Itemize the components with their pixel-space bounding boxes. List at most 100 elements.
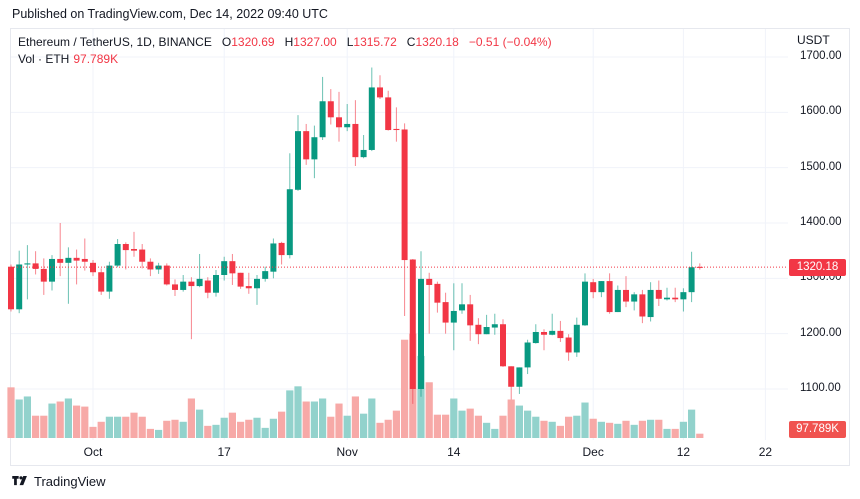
volume-bar [171,419,179,438]
volume-bar [294,386,302,438]
volume-bar [130,412,138,438]
candle-body [229,261,236,274]
volume-bar [335,403,343,438]
volume-bar [32,415,40,438]
candle-body [172,284,178,290]
volume-bar [491,428,499,438]
volume-bar [40,415,48,438]
price-tick-label: 1100.00 [800,381,841,394]
candle [516,367,523,394]
candle-body [262,271,269,279]
candle [532,324,539,344]
candle [65,247,72,304]
price-tick-label: 1700.00 [800,50,842,62]
candle [229,253,236,285]
candle [303,123,310,165]
volume-legend: Vol · ETH 97.789K [18,52,118,66]
candle-body [483,327,490,335]
volume-bar [228,412,236,438]
volume-bar [474,415,482,438]
candle-body [352,123,359,158]
candle-body [500,324,506,367]
volume-bar [433,414,441,438]
open-label: O [221,35,232,49]
time-tick-label: Oct [83,445,103,459]
candle [598,281,605,298]
candle-body [647,289,654,318]
volume-bar [622,420,630,438]
volume-value: 97.789K [73,52,119,66]
candle [623,276,629,308]
volume-bar [138,416,146,438]
published-caption: Published on TradingView.com, Dec 14, 20… [12,7,328,21]
candle [90,260,96,277]
candle [385,90,392,131]
candle [590,278,597,299]
candle [73,249,80,285]
volume-bar [458,410,466,438]
candle-body [278,242,285,256]
volume-bar [351,396,359,438]
volume-bar [73,405,81,438]
candle [500,319,506,367]
candle [483,314,490,335]
candle [311,125,318,179]
candle-body [106,265,113,292]
currency-label[interactable]: USDT [797,33,830,47]
candle [606,273,613,314]
candle-body [623,289,629,302]
close-value: 1320.18 [415,35,459,49]
time-tick-label: 17 [217,445,231,459]
volume-bar [499,415,507,438]
volume-bar [89,426,97,438]
candle [639,289,646,324]
chart-frame [10,28,850,466]
candle [655,280,662,306]
volume-bar [556,425,564,438]
candle [237,272,244,289]
candle [245,272,252,294]
candle-body [541,331,547,335]
candle-body [360,149,367,158]
candle [24,245,31,300]
volume-bar [15,399,23,438]
tradingview-footer[interactable]: TradingView [12,474,106,489]
candle-body [557,330,564,339]
candle-body [696,266,703,268]
candle-body [532,331,539,344]
candle-body [204,280,211,293]
candle-body [336,117,342,128]
candle [459,283,465,314]
candle [541,329,547,351]
candle [40,258,47,295]
volume-bar [146,428,154,438]
candle [377,75,383,100]
candle-body [295,131,301,190]
volume-bar [630,424,638,438]
candle [647,282,654,322]
candle-body [319,101,326,138]
candle [16,250,23,314]
volume-bar [204,425,212,438]
candle-body [98,272,105,292]
candle [262,266,269,282]
candle [319,76,326,140]
candle-body [655,289,662,299]
volume-bar [466,408,474,438]
candle-body [450,310,457,323]
volume-bar [573,415,581,438]
candle-body [549,330,556,335]
candle-body [475,324,482,335]
candle-body [32,263,39,269]
candle-body [16,264,23,310]
volume-bar [368,398,376,438]
volume-bar [655,419,663,438]
volume-bar [114,416,122,438]
candle-body [459,304,465,311]
candle-body [221,261,228,276]
candle-body [311,137,318,160]
time-tick-label: Dec [582,445,604,459]
candle-body [418,278,424,389]
candles [8,67,703,404]
